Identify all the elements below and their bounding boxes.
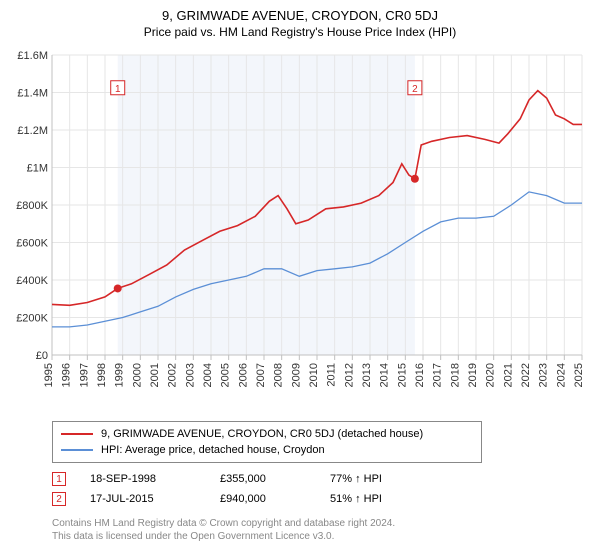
sale-row: 1 18-SEP-1998£355,00077% ↑ HPI — [52, 469, 592, 489]
svg-text:2018: 2018 — [449, 363, 461, 387]
svg-text:2011: 2011 — [326, 363, 338, 387]
sales-table: 1 18-SEP-1998£355,00077% ↑ HPI 2 17-JUL-201… — [52, 469, 592, 509]
svg-text:2020: 2020 — [485, 363, 497, 387]
legend-item: HPI: Average price, detached house, Croy… — [61, 442, 473, 458]
svg-text:2019: 2019 — [467, 363, 479, 387]
legend-label: 9, GRIMWADE AVENUE, CROYDON, CR0 5DJ (de… — [101, 428, 423, 440]
footer-line: Contains HM Land Registry data © Crown c… — [52, 517, 592, 530]
chart-title: 9, GRIMWADE AVENUE, CROYDON, CR0 5DJ — [8, 8, 592, 23]
svg-text:2016: 2016 — [414, 363, 426, 387]
svg-text:2001: 2001 — [149, 363, 161, 387]
svg-text:£1.2M: £1.2M — [17, 125, 48, 137]
svg-text:£400K: £400K — [16, 275, 48, 287]
svg-text:£200K: £200K — [16, 313, 48, 325]
sale-date: 18-SEP-1998 — [90, 473, 220, 485]
svg-text:1: 1 — [115, 84, 121, 95]
svg-text:2010: 2010 — [308, 363, 320, 387]
svg-text:2023: 2023 — [538, 363, 550, 387]
svg-text:£600K: £600K — [16, 238, 48, 250]
svg-text:2003: 2003 — [184, 363, 196, 387]
svg-text:1997: 1997 — [78, 363, 90, 387]
chart-area: £0 £200K £400K £600K £800K £1M £1.2M £1.4M £1.6M… — [8, 45, 592, 415]
sale-price: £355,000 — [220, 473, 330, 485]
svg-text:1998: 1998 — [96, 363, 108, 387]
chart-subtitle: Price paid vs. HM Land Registry's House … — [8, 25, 592, 39]
svg-text:£1M: £1M — [27, 163, 48, 175]
svg-text:2022: 2022 — [520, 363, 532, 387]
svg-text:2021: 2021 — [502, 363, 514, 387]
footer-line: This data is licensed under the Open Gov… — [52, 530, 592, 543]
svg-text:2017: 2017 — [432, 363, 444, 387]
svg-text:1996: 1996 — [61, 363, 73, 387]
legend-label: HPI: Average price, detached house, Croy… — [101, 444, 325, 456]
sale-date: 17-JUL-2015 — [90, 493, 220, 505]
svg-text:£800K: £800K — [16, 200, 48, 212]
svg-text:2006: 2006 — [237, 363, 249, 387]
svg-text:2015: 2015 — [396, 363, 408, 387]
sale-hpi: 51% ↑ HPI — [330, 493, 440, 505]
svg-text:1999: 1999 — [114, 363, 126, 387]
sale-price: £940,000 — [220, 493, 330, 505]
legend-box: 9, GRIMWADE AVENUE, CROYDON, CR0 5DJ (de… — [52, 421, 482, 463]
svg-text:£1.4M: £1.4M — [17, 88, 48, 100]
svg-text:2024: 2024 — [555, 363, 567, 387]
svg-text:2008: 2008 — [273, 363, 285, 387]
svg-text:2013: 2013 — [361, 363, 373, 387]
svg-text:£0: £0 — [36, 350, 48, 362]
svg-text:2004: 2004 — [202, 363, 214, 387]
svg-text:2007: 2007 — [255, 363, 267, 387]
footer-attribution: Contains HM Land Registry data © Crown c… — [52, 517, 592, 543]
line-chart-svg: £0 £200K £400K £600K £800K £1M £1.2M £1.4M £1.6M… — [8, 45, 592, 415]
legend-swatch — [61, 433, 93, 435]
svg-text:2025: 2025 — [573, 363, 585, 387]
sale-row: 2 17-JUL-2015£940,00051% ↑ HPI — [52, 489, 592, 509]
svg-text:2012: 2012 — [343, 363, 355, 387]
svg-text:2: 2 — [412, 84, 418, 95]
sale-marker: 1 — [52, 472, 66, 486]
svg-text:2002: 2002 — [167, 363, 179, 387]
svg-text:£1.6M: £1.6M — [17, 50, 48, 62]
svg-text:2009: 2009 — [290, 363, 302, 387]
svg-text:2014: 2014 — [379, 363, 391, 387]
sale-marker: 2 — [52, 492, 66, 506]
svg-text:1995: 1995 — [43, 363, 55, 387]
svg-text:2000: 2000 — [131, 363, 143, 387]
sale-hpi: 77% ↑ HPI — [330, 473, 440, 485]
svg-text:2005: 2005 — [220, 363, 232, 387]
legend-item: 9, GRIMWADE AVENUE, CROYDON, CR0 5DJ (de… — [61, 426, 473, 442]
legend-swatch — [61, 449, 93, 451]
